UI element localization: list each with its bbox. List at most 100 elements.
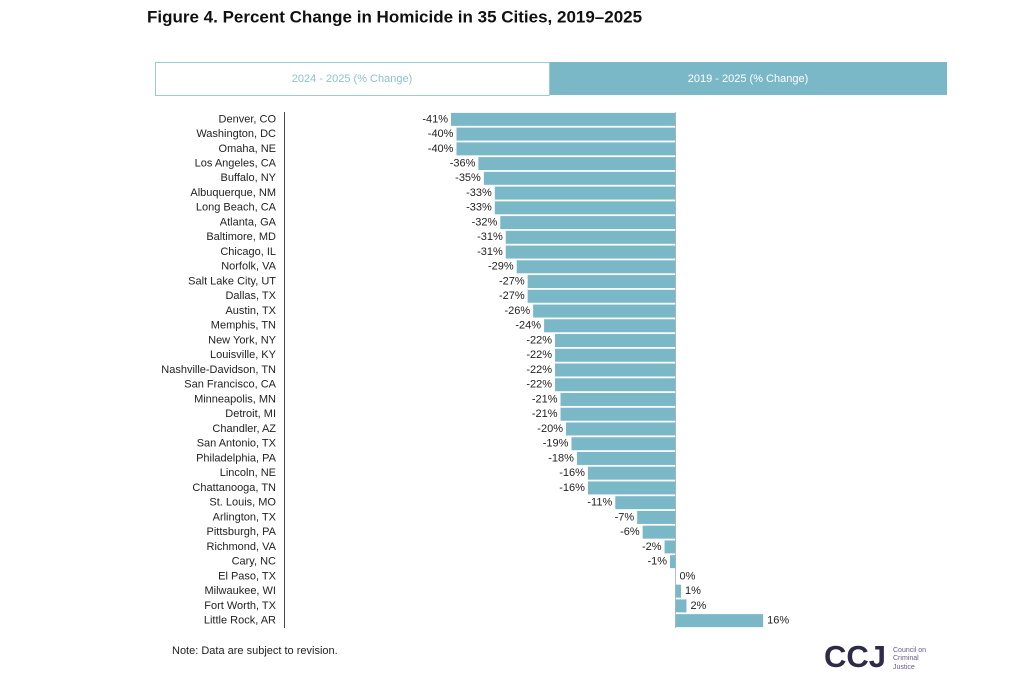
tab[interactable] — [549, 62, 947, 95]
bar — [555, 348, 676, 362]
y-tick-label: Baltimore, MD — [206, 231, 276, 243]
chart-title: Figure 4. Percent Change in Homicide in … — [147, 7, 642, 26]
logo-text: Criminal — [893, 655, 919, 662]
value-label: -41% — [422, 113, 448, 125]
bar — [505, 245, 676, 259]
value-label: -33% — [466, 187, 492, 199]
bar — [500, 216, 676, 230]
y-tick-label: Cary, NC — [232, 556, 276, 568]
value-label: -19% — [543, 438, 569, 450]
bar — [560, 407, 676, 421]
y-tick-label: Chicago, IL — [220, 246, 276, 258]
y-tick-label: Fort Worth, TX — [204, 600, 276, 612]
y-tick-label: Omaha, NE — [219, 143, 276, 155]
value-label: -36% — [450, 158, 476, 170]
y-tick-label: Arlington, TX — [213, 511, 277, 523]
bar — [483, 171, 676, 185]
y-tick-label: St. Louis, MO — [209, 497, 276, 509]
y-tick-label: San Francisco, CA — [184, 379, 276, 391]
y-tick-label: Little Rock, AR — [204, 615, 276, 627]
y-tick-label: Lincoln, NE — [220, 467, 276, 479]
tab-label[interactable]: 2024 - 2025 (% Change) — [292, 73, 412, 85]
value-label: -22% — [526, 349, 552, 361]
bar — [565, 422, 676, 436]
value-label: -33% — [466, 202, 492, 214]
y-tick-label: Buffalo, NY — [221, 172, 277, 184]
value-label: -22% — [526, 364, 552, 376]
bar — [642, 525, 676, 539]
bar — [587, 481, 676, 495]
y-tick-label: Detroit, MI — [225, 408, 276, 420]
bar — [544, 319, 676, 333]
y-tick-label: Pittsburgh, PA — [207, 526, 277, 538]
bar — [675, 599, 687, 613]
y-tick-label: Denver, CO — [219, 113, 277, 125]
y-tick-label: Memphis, TN — [211, 320, 276, 332]
bar — [555, 334, 676, 348]
y-tick-label: Albuquerque, NM — [190, 187, 276, 199]
value-label: -26% — [504, 305, 530, 317]
bar — [615, 496, 676, 510]
value-label: -16% — [559, 482, 585, 494]
value-label: -1% — [647, 556, 667, 568]
y-tick-label: Philadelphia, PA — [196, 452, 277, 464]
bar — [505, 230, 676, 244]
value-label: 1% — [685, 585, 701, 597]
bar — [478, 157, 676, 171]
y-tick-label: Milwaukee, WI — [204, 585, 276, 597]
value-label: -22% — [526, 334, 552, 346]
y-tick-label: Norfolk, VA — [221, 261, 276, 273]
bar — [494, 186, 676, 200]
bar — [587, 466, 676, 480]
value-label: -21% — [532, 393, 558, 405]
bar — [527, 289, 676, 303]
value-label: -2% — [642, 541, 662, 553]
value-label: -29% — [488, 261, 514, 273]
value-label: -27% — [499, 290, 525, 302]
bar — [456, 142, 676, 156]
bar — [494, 201, 676, 215]
bar — [670, 555, 676, 569]
value-label: -7% — [615, 511, 635, 523]
bar — [571, 437, 676, 451]
y-tick-label: Salt Lake City, UT — [188, 275, 276, 287]
bar — [637, 510, 676, 524]
value-label: 0% — [680, 570, 696, 582]
tab-label[interactable]: 2019 - 2025 (% Change) — [688, 73, 808, 85]
value-label: -31% — [477, 231, 503, 243]
value-label: -40% — [428, 143, 454, 155]
y-tick-label: San Antonio, TX — [197, 438, 277, 450]
y-tick-label: New York, NY — [208, 334, 277, 346]
value-label: -21% — [532, 408, 558, 420]
bar — [555, 363, 676, 377]
value-label: 2% — [690, 600, 706, 612]
y-tick-label: Minneapolis, MN — [194, 393, 276, 405]
bar — [675, 584, 681, 598]
value-label: 16% — [767, 615, 789, 627]
value-label: -32% — [472, 216, 498, 228]
bar — [576, 451, 676, 465]
bar — [555, 378, 676, 392]
value-label: -20% — [537, 423, 563, 435]
bar — [664, 540, 676, 554]
bar — [516, 260, 676, 274]
value-label: -24% — [515, 320, 541, 332]
bar — [527, 275, 676, 289]
bar — [456, 127, 676, 141]
bar — [451, 112, 676, 126]
y-tick-label: Louisville, KY — [210, 349, 277, 361]
logo-text: Council on — [893, 647, 926, 654]
y-tick-label: Los Angeles, CA — [195, 158, 277, 170]
y-tick-label: Dallas, TX — [225, 290, 276, 302]
value-label: -18% — [548, 452, 574, 464]
bar — [533, 304, 676, 318]
y-tick-label: El Paso, TX — [218, 570, 277, 582]
value-label: -6% — [620, 526, 640, 538]
value-label: -35% — [455, 172, 481, 184]
value-label: -40% — [428, 128, 454, 140]
tab[interactable] — [155, 62, 550, 96]
y-tick-label: Austin, TX — [225, 305, 276, 317]
y-tick-label: Washington, DC — [196, 128, 276, 140]
y-tick-label: Atlanta, GA — [220, 216, 277, 228]
